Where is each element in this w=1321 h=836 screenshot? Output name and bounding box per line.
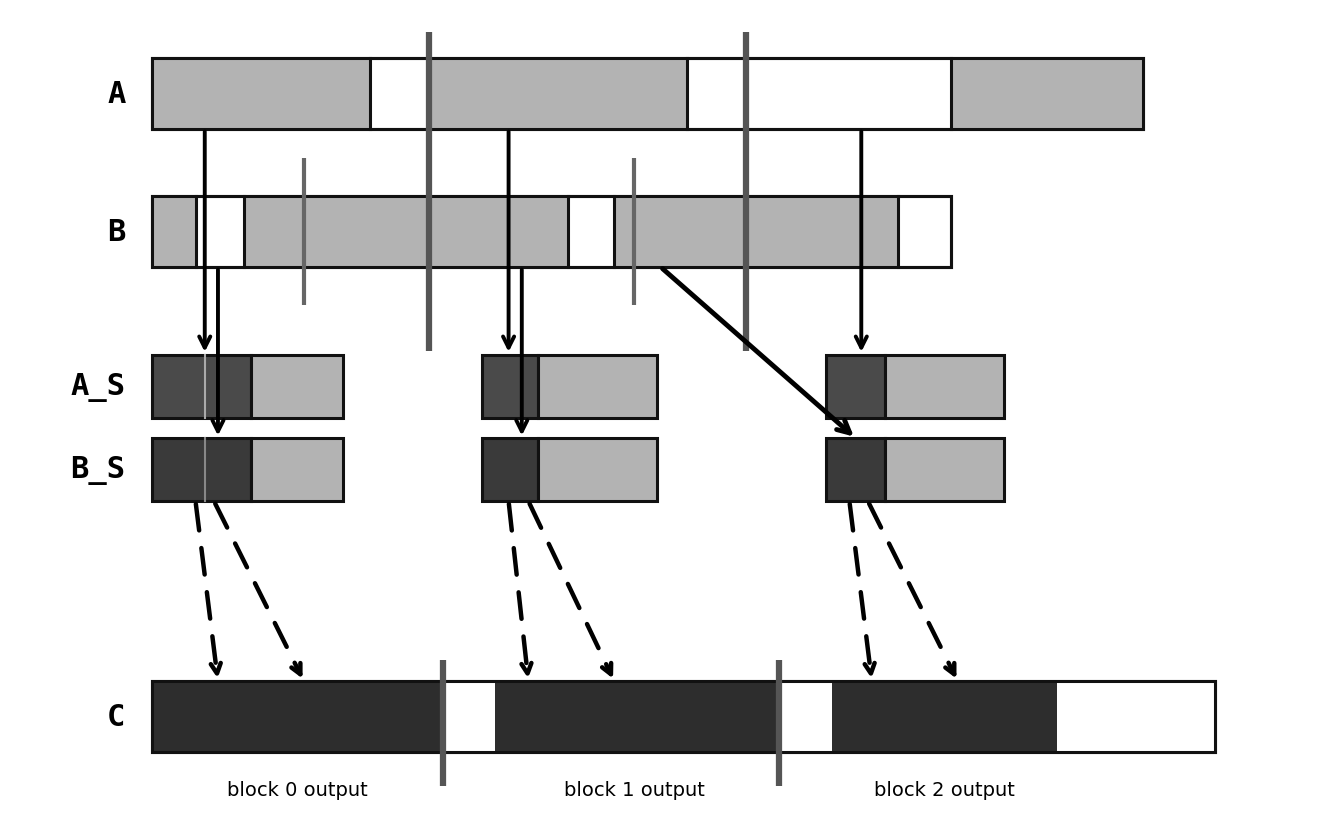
- Bar: [152, 681, 443, 752]
- Bar: [152, 681, 1215, 752]
- Bar: [152, 681, 1215, 752]
- Bar: [482, 355, 538, 418]
- Bar: [885, 439, 1004, 502]
- Text: block 2 output: block 2 output: [875, 781, 1015, 799]
- Text: block 0 output: block 0 output: [227, 781, 367, 799]
- Text: C: C: [107, 702, 125, 732]
- Bar: [152, 196, 951, 268]
- Bar: [152, 59, 1143, 130]
- Bar: [826, 439, 885, 502]
- Bar: [443, 681, 495, 752]
- Bar: [152, 59, 1143, 130]
- Bar: [779, 681, 832, 752]
- Text: A_S: A_S: [70, 372, 125, 401]
- Bar: [152, 59, 370, 130]
- Bar: [885, 355, 1004, 418]
- Text: B_S: B_S: [70, 456, 125, 485]
- Text: block 1 output: block 1 output: [564, 781, 704, 799]
- Bar: [152, 196, 196, 268]
- Bar: [251, 355, 343, 418]
- Bar: [495, 681, 779, 752]
- Bar: [614, 196, 898, 268]
- Bar: [244, 196, 568, 268]
- Bar: [538, 355, 657, 418]
- Bar: [482, 439, 538, 502]
- Bar: [429, 59, 687, 130]
- Bar: [826, 355, 885, 418]
- Bar: [152, 439, 251, 502]
- Bar: [832, 681, 1057, 752]
- Bar: [1057, 681, 1215, 752]
- Bar: [152, 355, 251, 418]
- Bar: [951, 59, 1143, 130]
- Text: A: A: [107, 79, 125, 109]
- Bar: [251, 439, 343, 502]
- Bar: [538, 439, 657, 502]
- Bar: [152, 196, 951, 268]
- Text: B: B: [107, 217, 125, 247]
